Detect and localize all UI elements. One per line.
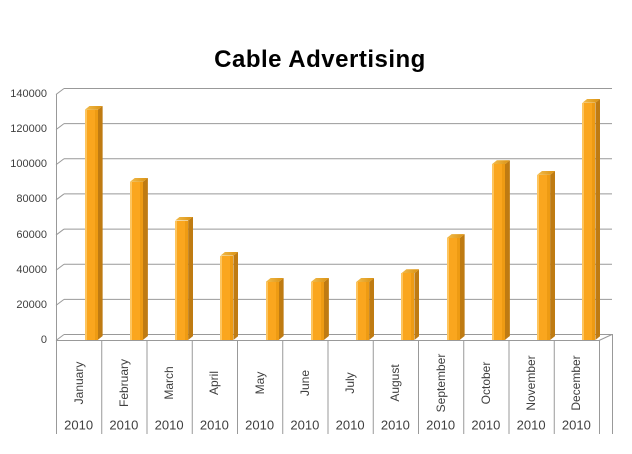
year-label: 2010 [516,417,546,433]
bar-front-face [401,273,415,340]
bar-april [220,251,239,340]
bar-january [84,105,103,340]
year-label: 2010 [245,417,275,433]
year-label: 2010 [335,417,365,433]
year-label: 2010 [426,417,456,433]
month-label: November [524,355,539,411]
month-label: August [388,364,403,402]
bar-july [356,278,375,340]
chart-title: Cable Advertising [214,46,426,73]
year-label: 2010 [199,417,229,433]
bar-august [401,269,420,340]
year-label: 2010 [380,417,410,433]
bar-side-face [460,234,465,340]
month-label: December [569,355,584,411]
bar-side-face [188,217,193,340]
month-label: May [252,371,267,395]
bar-top-face [310,278,329,282]
y-tick-label: 100000 [10,158,47,171]
axis-tick-diagonal [55,88,65,95]
bar-top-face [446,234,465,239]
month-label: July [343,372,358,394]
axis-tick-diagonal [55,298,65,306]
bar-side-face [550,171,555,340]
axis-tick-diagonal [55,334,65,341]
bar-front-face [537,174,551,340]
bar-september [446,234,465,340]
bar-top-face [582,98,601,103]
axis-tick-diagonal [55,228,65,236]
bar-front-face [310,282,324,340]
bar-front-face [84,109,98,340]
y-tick-label: 140000 [10,88,47,100]
bar-november [537,170,556,340]
year-label: 2010 [471,417,501,433]
bar-side-face [279,278,284,340]
bar-top-face [220,251,239,256]
bar-june [310,278,329,340]
bar-side-face [233,252,238,340]
year-label: 2010 [109,417,139,433]
year-label: 2010 [64,417,94,433]
bar-may [265,278,284,340]
bar-october [491,160,510,340]
bar-top-face [265,278,284,282]
year-label: 2010 [154,417,184,433]
bar-december [582,98,601,340]
bar-top-face [356,278,375,282]
bar-side-face [505,160,510,340]
bar-side-face [369,278,374,340]
bar-side-face [414,269,419,340]
bar-front-face [220,255,234,340]
year-label: 2010 [290,417,320,433]
axis-tick-diagonal [55,193,65,201]
bar-top-face [175,216,194,221]
month-label: February [116,358,131,408]
axis-tick-diagonal [55,263,65,271]
bar-front-face [582,102,596,340]
month-label: April [207,370,222,396]
bar-side-face [595,99,600,340]
bar-top-face [129,177,148,182]
month-label: March [162,366,177,400]
bar-top-face [401,269,420,274]
month-label: September [433,353,448,413]
bar-top-face [491,160,510,165]
bar-front-face [446,238,460,340]
y-tick-label: 120000 [10,123,47,136]
y-tick-label: 60000 [16,228,47,241]
bar-side-face [324,278,329,340]
bar-front-face [265,282,279,340]
bar-side-face [143,178,148,340]
bar-top-face [84,105,103,110]
bar-side-face [98,106,103,340]
month-label: January [71,361,86,405]
month-label: June [297,369,312,397]
bar-february [129,177,148,340]
y-tick-label: 0 [40,334,47,346]
year-label: 2010 [561,417,591,433]
bar-front-face [356,282,370,340]
axis-tick-diagonal [55,158,65,166]
bar-top-face [537,170,556,175]
floor-right-diagonal [598,334,613,341]
bar-front-face [491,164,505,340]
bar-front-face [129,181,143,340]
y-tick-label: 80000 [16,193,47,206]
month-label: October [478,361,493,405]
bar-march [175,216,194,340]
bar-front-face [175,220,189,340]
y-tick-label: 40000 [16,263,47,276]
axis-tick-diagonal [55,123,65,131]
y-tick-label: 20000 [16,298,47,311]
